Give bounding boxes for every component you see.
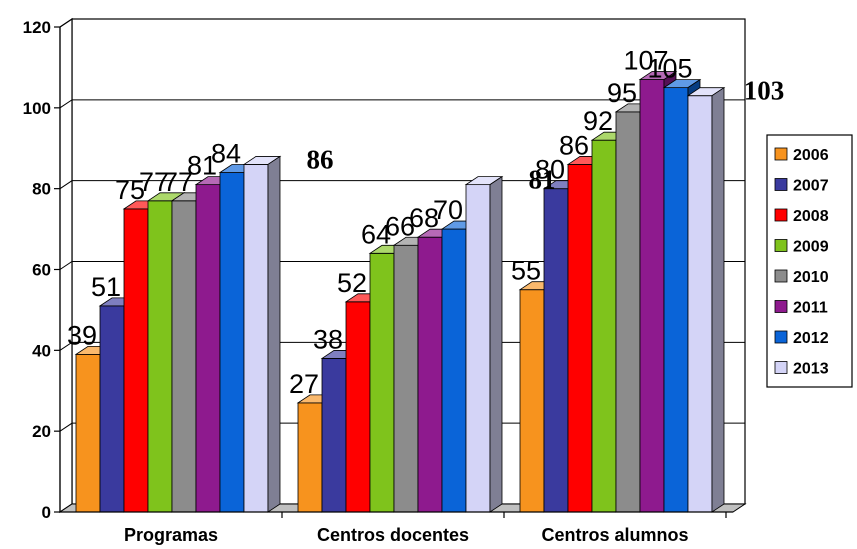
data-label: 27 (289, 369, 319, 399)
legend-swatch (774, 269, 788, 283)
data-label: 39 (67, 320, 97, 350)
data-label: 70 (433, 195, 463, 225)
legend-label: 2008 (793, 208, 829, 225)
legend: 2006 2007 2008 2009 2010 2011 2012 2013 (766, 134, 853, 388)
gridline (59, 99, 745, 109)
data-label: 52 (337, 268, 367, 298)
data-label: 105 (647, 54, 692, 84)
y-tick-label: 0 (42, 503, 51, 522)
y-tick-label: 80 (32, 180, 51, 199)
legend-box (766, 134, 853, 388)
bars (74, 70, 726, 513)
y-axis: 0 20 40 60 80 100 120 (23, 18, 61, 522)
data-label: 68 (409, 203, 439, 233)
data-label: 75 (115, 175, 145, 205)
y-tick-label: 40 (32, 341, 51, 360)
legend-label: 2007 (793, 178, 829, 195)
data-label: 81 (529, 165, 556, 195)
data-label: 51 (91, 272, 121, 302)
legend-swatch (774, 300, 788, 313)
legend-swatch (774, 178, 788, 191)
y-tick-label: 20 (32, 422, 51, 441)
legend-swatch (774, 330, 788, 344)
legend-swatch (774, 147, 788, 161)
gridline (59, 18, 745, 28)
bar-2013-1 (464, 175, 504, 513)
legend-label: 2006 (793, 147, 829, 164)
x-tick-label: Centros docentes (317, 525, 469, 545)
y-tick-label: 120 (23, 18, 51, 37)
gridline (59, 261, 745, 270)
legend-swatch (774, 361, 788, 374)
legend-label: 2012 (793, 330, 829, 347)
data-label: 95 (607, 78, 637, 108)
legend-swatch (774, 208, 788, 222)
legend-label: 2011 (793, 300, 828, 317)
legend-label: 2009 (793, 239, 829, 256)
x-axis: Programas Centros docentes Centros alumnos (60, 511, 733, 545)
data-label: 103 (744, 76, 785, 106)
gridline (59, 180, 745, 190)
gridlines (59, 18, 745, 432)
data-label: 86 (307, 144, 334, 174)
data-label: 55 (511, 256, 541, 286)
y-tick-label: 100 (23, 99, 51, 118)
data-label: 84 (211, 139, 241, 169)
legend-label: 2010 (793, 269, 829, 286)
x-tick-label: Centros alumnos (541, 525, 688, 545)
data-label: 92 (583, 106, 613, 136)
legend-swatch (774, 239, 788, 252)
data-label: 81 (187, 151, 217, 181)
data-label: 77 (139, 167, 169, 197)
data-label: 80 (535, 155, 565, 185)
legend-label: 2013 (793, 361, 829, 378)
bar-2013-0 (242, 155, 282, 513)
y-tick-label: 60 (32, 261, 51, 280)
data-label: 64 (361, 219, 391, 249)
bar-2013-2 (686, 86, 726, 513)
data-label: 77 (163, 167, 193, 197)
data-label: 66 (385, 211, 415, 241)
data-label: 38 (313, 324, 343, 354)
x-tick-label: Programas (124, 525, 218, 545)
data-label: 86 (559, 130, 589, 160)
data-label: 107 (623, 46, 668, 76)
